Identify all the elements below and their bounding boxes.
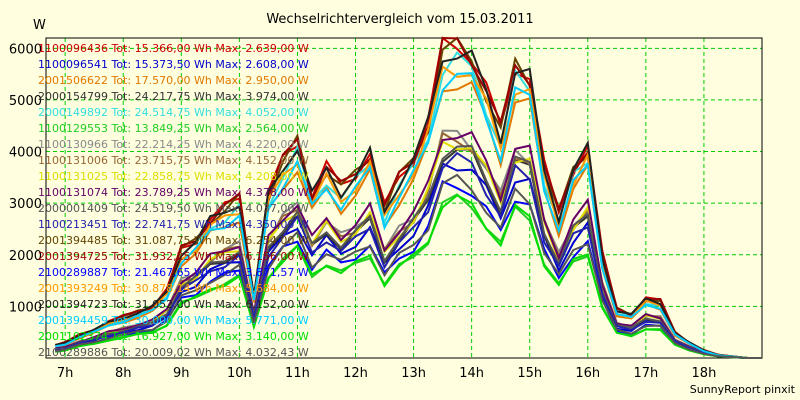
- legend-entry-1100130966: 1100130966 Tot: 22.214,25 Wh Max: 4.220,…: [38, 138, 309, 151]
- legend-entry-2001394459: 2001394459 Tot: 30.000,00 Wh Max: 5.771,…: [38, 314, 309, 327]
- series-line-2001102374: [55, 194, 762, 359]
- legend: 1100096436 Tot: 15.366,00 Wh Max: 2.639,…: [38, 42, 309, 359]
- plot-frame: [45, 37, 763, 359]
- x-tick-label: 18h: [692, 366, 717, 381]
- series-line-2000001409: [55, 144, 762, 359]
- y-tick-label: 6000: [9, 42, 42, 57]
- legend-entry-2001102374: 2001102374 Tot: 16.927,00 Wh Max: 3.140,…: [38, 330, 309, 343]
- ticks: 1000 2000 3000 4000 5000 6000 7h 8h 9h 10h 11h 12h 1…: [9, 42, 716, 381]
- legend-entry-2100289887: 2100289887 Tot: 21.467,65 Wh Max: 3.871,…: [38, 266, 309, 279]
- legend-entry-1100129553: 1100129553 Tot: 13.849,25 Wh Max: 2.564,…: [38, 122, 309, 135]
- legend-entry-2001393249: 2001393249 Tot: 30.878,14 Wh Max: 5.684,…: [38, 282, 309, 295]
- series-line-2001394459: [55, 72, 762, 359]
- x-tick-label: 8h: [115, 366, 132, 381]
- legend-entry-2001506622: 2001506622 Tot: 17.570,00 Wh Max: 2.950,…: [38, 74, 309, 87]
- y-axis-label: W: [33, 18, 46, 33]
- x-tick-label: 7h: [57, 366, 74, 381]
- series-line-1100131074: [55, 130, 762, 359]
- legend-entry-1100096436: 1100096436 Tot: 15.366,00 Wh Max: 2.639,…: [38, 42, 309, 55]
- x-tick-label: 9h: [173, 366, 190, 381]
- series-lines: [54, 36, 762, 359]
- x-tick-label: 14h: [459, 366, 484, 381]
- y-tick-label: 5000: [9, 94, 42, 109]
- legend-entry-2000149892: 2000149892 Tot: 24.514,75 Wh Max: 4.052,…: [38, 106, 309, 119]
- legend-entry-1100096541: 1100096541 Tot: 15.373,50 Wh Max: 2.608,…: [38, 58, 309, 71]
- series-line-2001394723: [55, 49, 762, 359]
- legend-entry-1100131006: 1100131006 Tot: 23.715,75 Wh Max: 4.152,…: [38, 154, 309, 167]
- x-tick-label: 16h: [575, 366, 600, 381]
- x-tick-label: 15h: [517, 366, 542, 381]
- legend-entry-2001394485: 2001394485 Tot: 31.087,75 Wh Max: 6.254,…: [38, 234, 309, 247]
- legend-entry-2001394725: 2001394725 Tot: 31.932,25 Wh Max: 6.156,…: [38, 250, 309, 263]
- x-tick-label: 17h: [633, 366, 658, 381]
- axes: [45, 37, 763, 359]
- y-tick-label: 4000: [9, 146, 42, 161]
- x-tick-label: 13h: [401, 366, 426, 381]
- legend-entry-2000001409: 2000001409 Tot: 24.519,50 Wh Max: 4.037,…: [38, 202, 309, 215]
- chart-title: Wechselrichtervergleich vom 15.03.2011: [266, 12, 533, 27]
- footer-credit: SunnyReport pinxit: [690, 383, 796, 396]
- legend-entry-2100289886: 2100289886 Tot: 20.009,02 Wh Max: 4.032,…: [38, 346, 309, 359]
- x-tick-label: 10h: [227, 366, 252, 381]
- y-tick-label: 2000: [9, 249, 42, 264]
- legend-entry-1100213451: 1100213451 Tot: 22.741,75 Wh Max: 4.350,…: [38, 218, 309, 231]
- series-line-1100213451: [55, 151, 762, 359]
- series-line-2100289886: [55, 173, 762, 359]
- legend-entry-1100131074: 1100131074 Tot: 23.789,25 Wh Max: 4.378,…: [38, 186, 309, 199]
- x-tick-label: 11h: [285, 366, 310, 381]
- y-tick-label: 3000: [9, 197, 42, 212]
- y-tick-label: 1000: [9, 300, 42, 315]
- x-tick-label: 12h: [343, 366, 368, 381]
- legend-entry-2000154799: 2000154799 Tot: 24.217,75 Wh Max: 3.974,…: [38, 90, 309, 103]
- legend-entry-1100131025: 1100131025 Tot: 22.858,75 Wh Max: 4.208,…: [38, 170, 309, 183]
- legend-entry-2001394723: 2001394723 Tot: 31.052,00 Wh Max: 6.152,…: [38, 298, 309, 311]
